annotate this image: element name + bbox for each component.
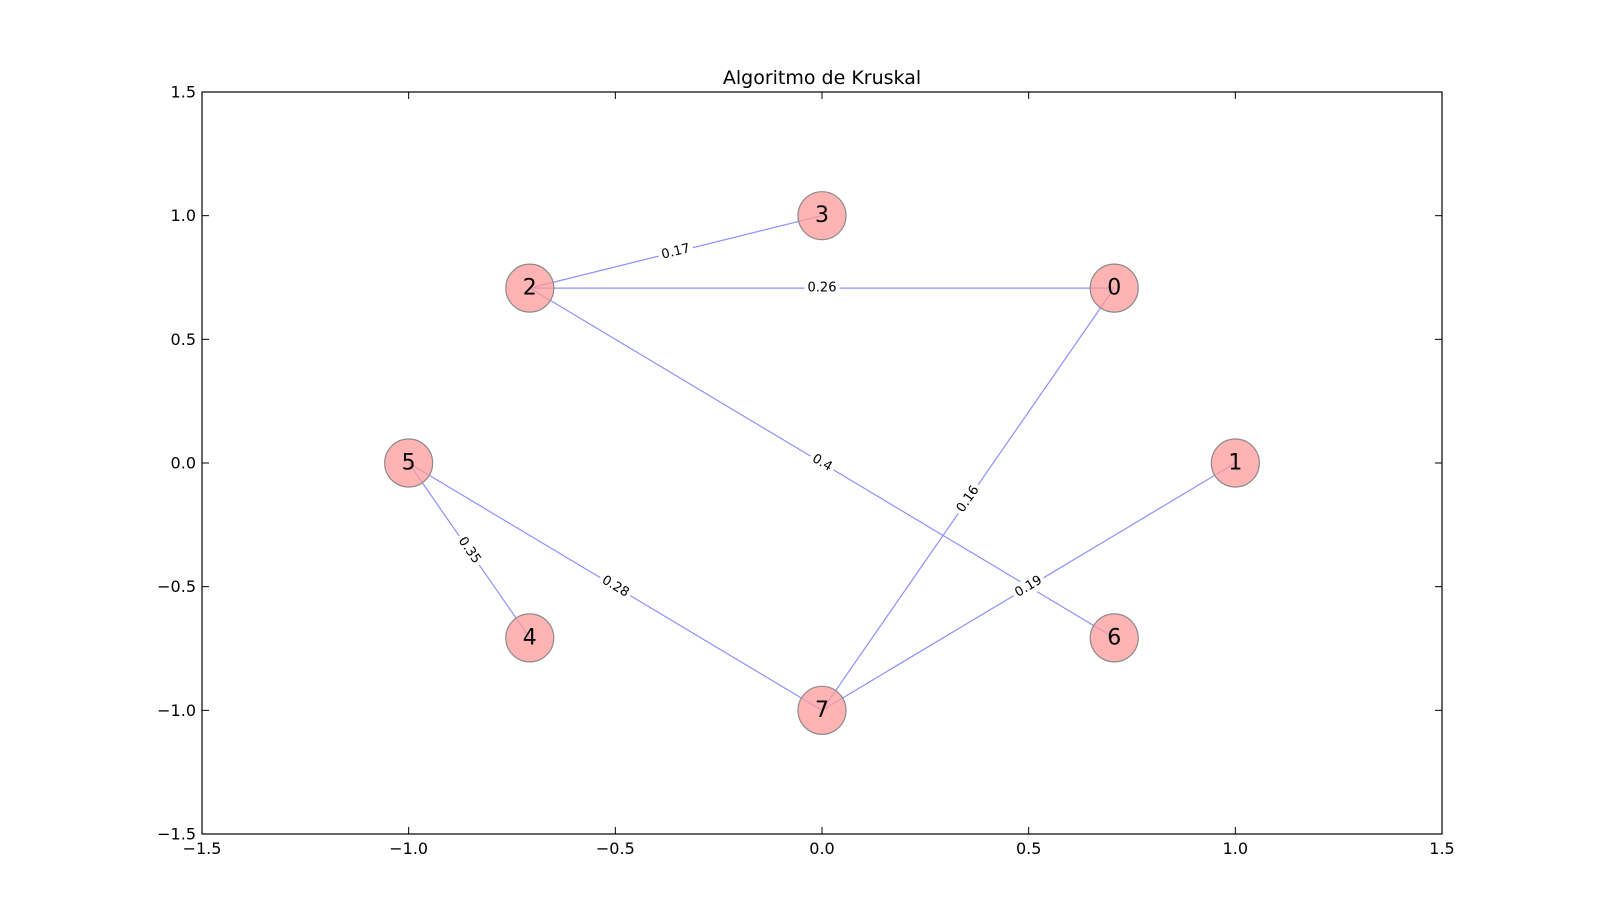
edge-weight-bg: [804, 279, 840, 297]
node-1: 1: [1210, 438, 1260, 488]
ticks-layer: −1.5 −1.0 −0.5 0.0 0.5 1.0 1.5 1.5 1.0 0.5 0.0 −0.5…: [157, 83, 1455, 859]
y-tick-label: 1.0: [171, 206, 196, 225]
node-circle: [797, 191, 847, 241]
node-label: 7: [815, 698, 829, 723]
edge-weight-5-4: 0.35: [452, 531, 487, 570]
x-tick-label: −1.0: [389, 839, 428, 858]
edge-weight-2-3: 0.17: [656, 239, 695, 265]
x-tick-label: −1.5: [183, 839, 222, 858]
y-tick-label: −0.5: [157, 577, 196, 596]
x-tick-label: 1.0: [1223, 839, 1248, 858]
node-label: 1: [1228, 451, 1242, 476]
edge-weight-bg: [656, 239, 695, 265]
edge-weight-2-6: 0.4: [806, 448, 838, 478]
node-label: 0: [1107, 276, 1121, 301]
x-tick-label: −0.5: [596, 839, 635, 858]
chart-title: Algoritmo de Kruskal: [723, 67, 921, 89]
node-label: 3: [815, 203, 829, 228]
node-6: 6: [1089, 613, 1139, 663]
node-label: 2: [523, 276, 537, 301]
y-tick-label: 0.5: [171, 330, 196, 349]
edge-weight-0-7: 0.16: [951, 480, 986, 519]
x-tick-label: 0.5: [1016, 839, 1041, 858]
node-circle: [505, 613, 555, 663]
y-tick-label: −1.5: [157, 825, 196, 844]
edge-weight-bg: [452, 531, 487, 570]
node-3: 3: [797, 191, 847, 241]
edge-weight-5-7: 0.28: [595, 570, 635, 603]
node-0: 0: [1089, 263, 1139, 313]
node-circle: [505, 263, 555, 313]
edge-weight-bg: [806, 448, 838, 478]
nodes-layer: 0 1 2 3 4 5 6 7: [384, 191, 1260, 735]
node-circle: [384, 438, 434, 488]
node-circle: [1089, 613, 1139, 663]
node-5: 5: [384, 438, 434, 488]
y-tick-label: −1.0: [157, 701, 196, 720]
node-circle: [1089, 263, 1139, 313]
edge-weight-1-7: 0.19: [1009, 570, 1049, 603]
edge-weight-label: 0.17: [660, 241, 692, 263]
node-circle: [797, 685, 847, 735]
y-tick-label: 0.0: [171, 454, 196, 473]
node-label: 4: [523, 625, 537, 650]
node-circle: [1210, 438, 1260, 488]
edge-weight-bg: [1009, 570, 1049, 603]
node-4: 4: [505, 613, 555, 663]
edge-weight-bg: [595, 570, 635, 603]
x-tick-label: 0.0: [809, 839, 834, 858]
x-tick-label: 1.5: [1429, 839, 1454, 858]
node-7: 7: [797, 685, 847, 735]
node-2: 2: [505, 263, 555, 313]
node-label: 5: [402, 451, 416, 476]
y-tick-label: 1.5: [171, 83, 196, 102]
edge-weight-bg: [951, 480, 986, 519]
node-label: 6: [1107, 625, 1121, 650]
edge-weight-label: 0.26: [808, 281, 837, 296]
edge-weight-2-0: 0.26: [804, 279, 840, 297]
